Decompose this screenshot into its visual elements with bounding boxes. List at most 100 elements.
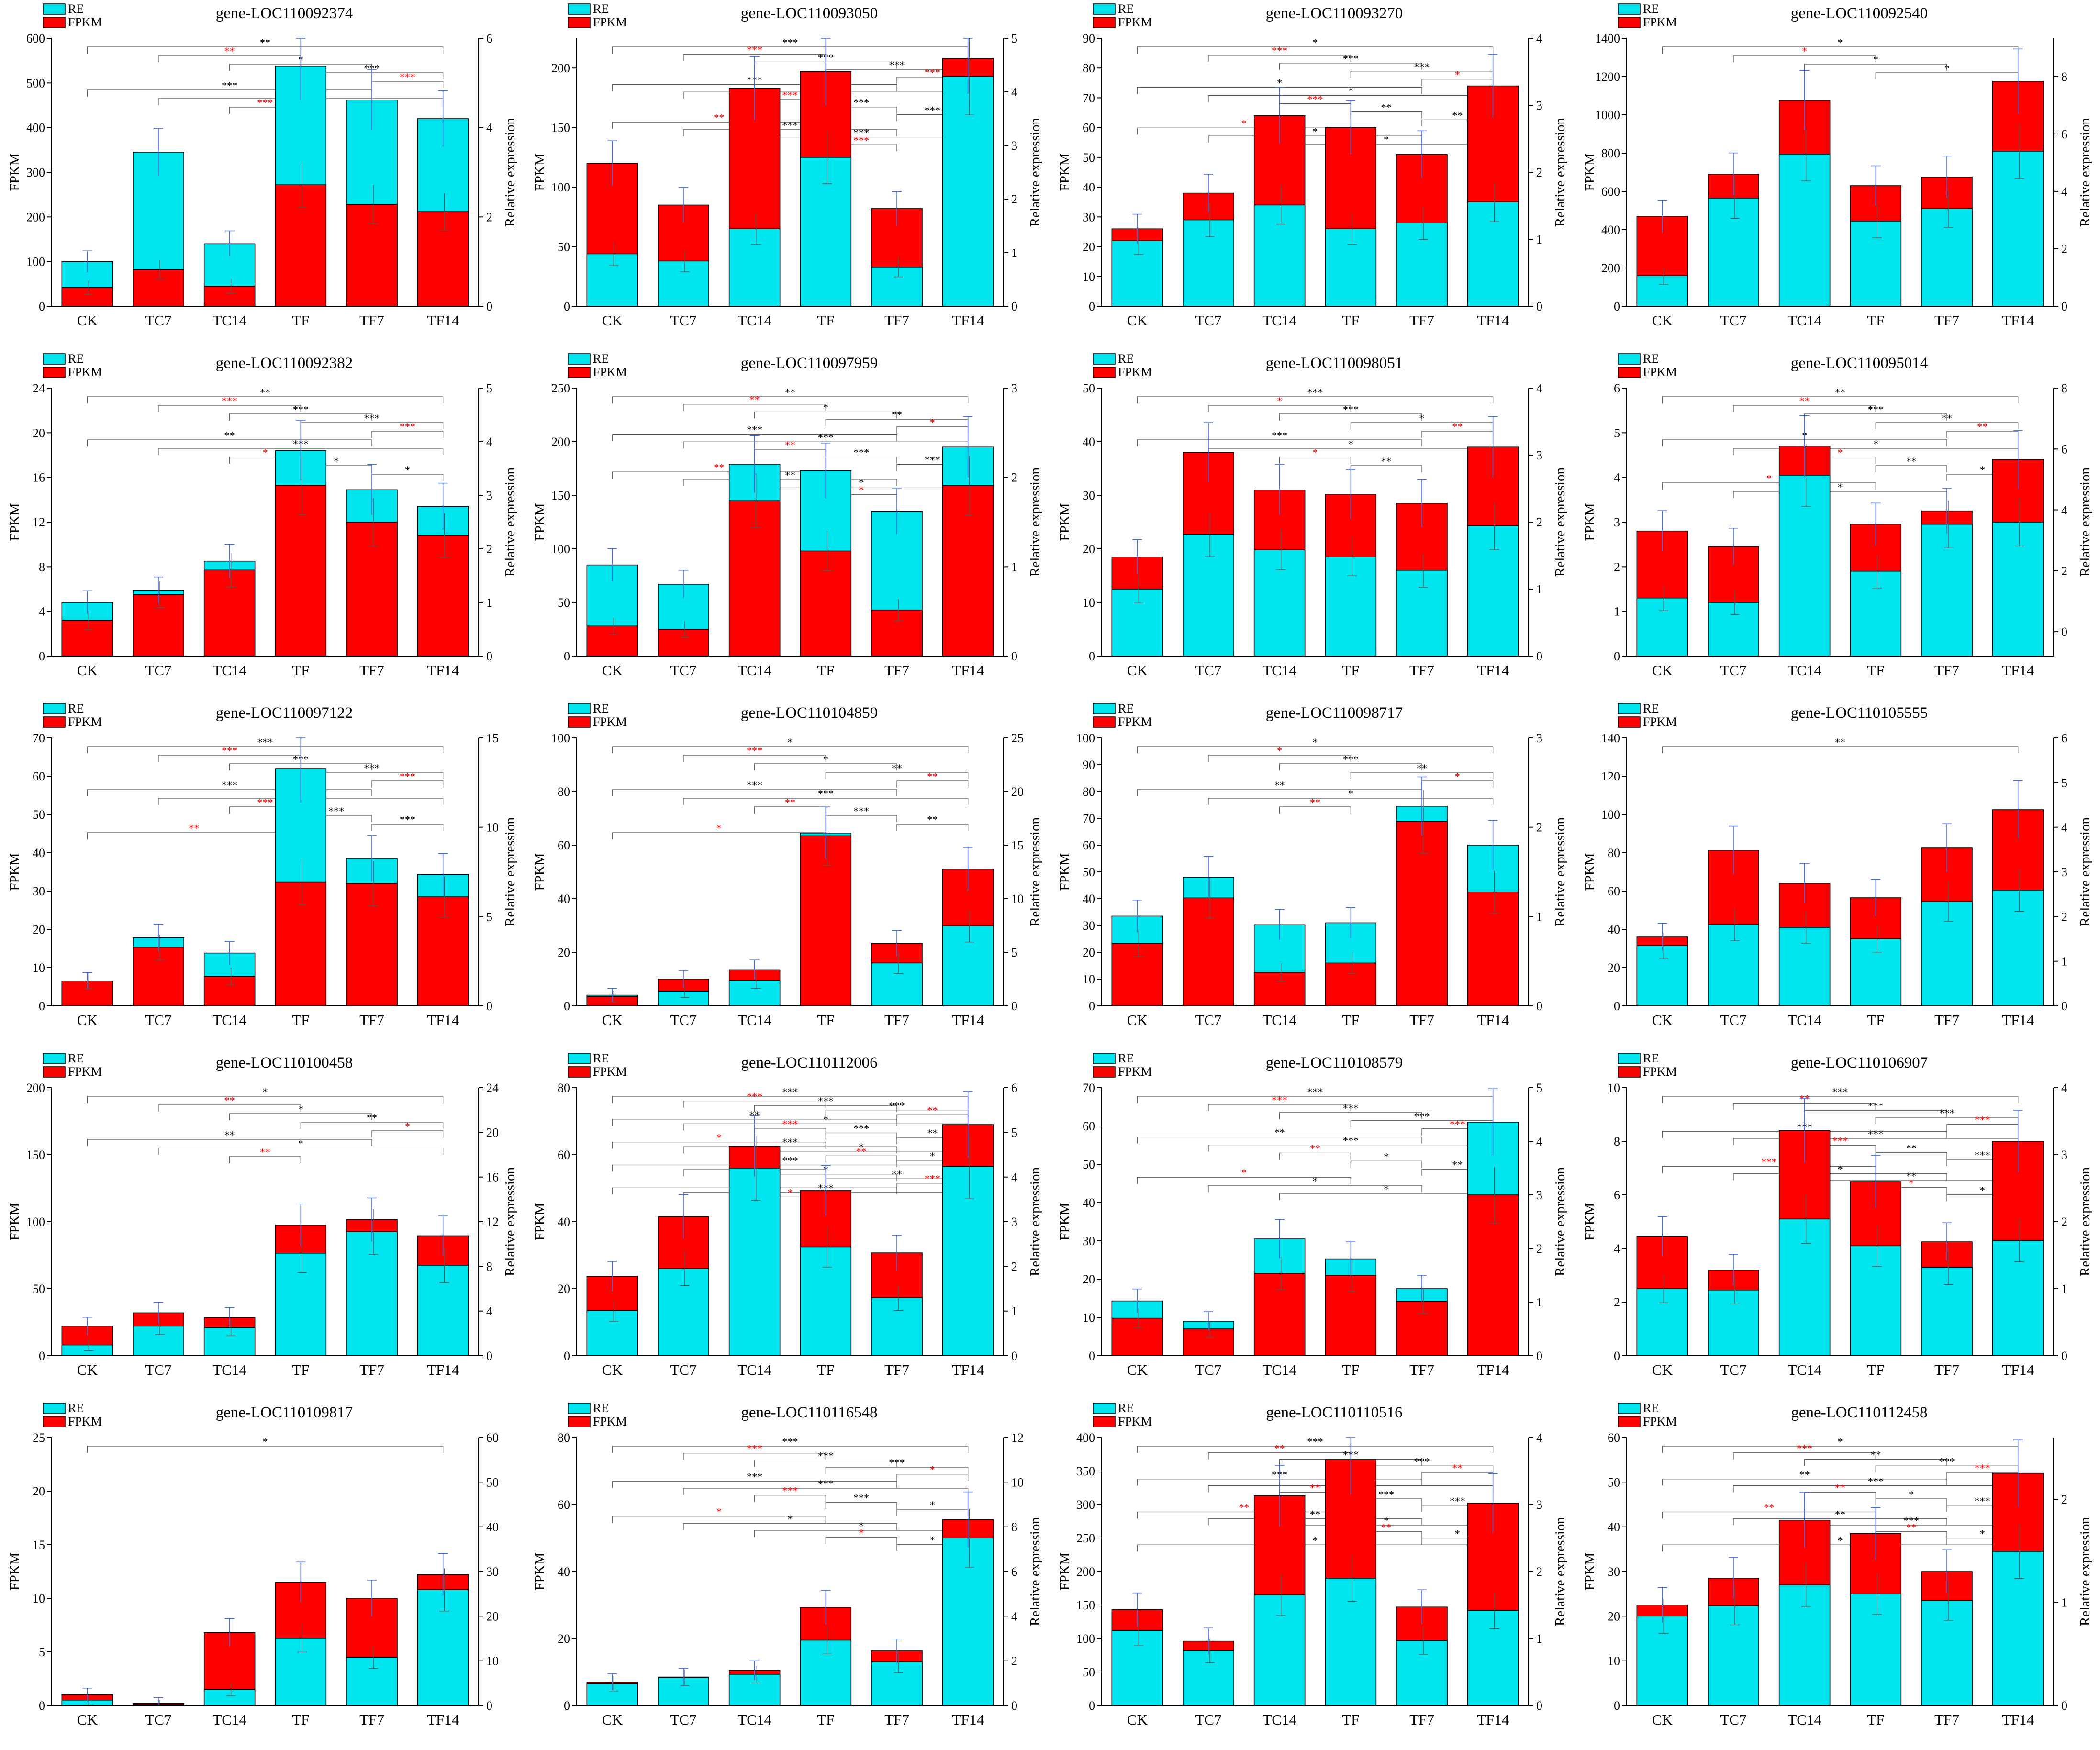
error-bar <box>1942 1549 1952 1593</box>
bar-re <box>133 1326 184 1356</box>
significance-label: *** <box>925 454 940 466</box>
y2-tick-label: 10 <box>1011 892 1024 906</box>
error-bar <box>369 185 378 224</box>
significance-bracket: *** <box>1733 1128 2019 1145</box>
error-bar <box>297 162 307 208</box>
y-tick-label: 0 <box>564 999 570 1013</box>
bracket-line <box>229 413 372 421</box>
y-tick-label: 20 <box>33 923 45 936</box>
y2-tick-label: 0 <box>1536 300 1542 313</box>
error-bar <box>964 38 974 115</box>
chart-svg: gene-LOC110110516REFPKM*****************… <box>1057 1401 1568 1728</box>
axes-frame <box>1101 1088 1529 1356</box>
y-tick-label: 70 <box>1083 812 1095 825</box>
bracket-line <box>825 1537 897 1544</box>
bar-group <box>800 1590 852 1706</box>
y2-tick-label: 4 <box>1011 1170 1017 1184</box>
y-tick-label: 120 <box>1601 769 1620 783</box>
error-bar <box>1944 881 1953 922</box>
legend-label-re: RE <box>1643 1401 1659 1415</box>
significance-label: * <box>1313 736 1318 748</box>
error-bar <box>607 988 617 1002</box>
bracket-line <box>683 479 897 486</box>
error-bar <box>2014 124 2024 179</box>
bar-re <box>275 1253 327 1356</box>
y-tick-label: 0 <box>1614 1349 1620 1363</box>
bar-re <box>942 1166 994 1356</box>
bar-group <box>1467 416 1519 657</box>
significance-bracket: ** <box>1421 421 1494 438</box>
significance-label: *** <box>782 1485 798 1497</box>
error-bar <box>1132 899 1142 933</box>
error-bar <box>822 1226 832 1268</box>
chart-svg: gene-LOC110092382REFPKM*****************… <box>7 352 518 679</box>
significance-label: *** <box>853 127 869 139</box>
bar-re <box>1253 549 1306 657</box>
x-tick-label: TC14 <box>1787 662 1821 679</box>
bar-group <box>346 1197 398 1356</box>
y-tick-label: 50 <box>1083 1665 1095 1679</box>
error-bar <box>680 1251 690 1286</box>
error-bar <box>1730 1587 1740 1626</box>
error-bar <box>1346 1241 1356 1276</box>
bar-re <box>1778 1218 1831 1356</box>
y-tick-label: 0 <box>1089 1699 1095 1713</box>
y2-tick-label: 4 <box>486 121 492 135</box>
significance-bracket: *** <box>1733 1475 2019 1493</box>
significance-bracket: ** <box>896 1104 969 1122</box>
error-bar <box>963 38 973 94</box>
x-tick-label: CK <box>602 312 623 329</box>
bar-group <box>871 1639 923 1706</box>
bar-re <box>871 267 923 307</box>
axes-frame <box>1626 738 2054 1006</box>
error-bar <box>224 230 235 257</box>
y2-tick-label: 2 <box>2061 564 2067 578</box>
error-bar <box>1489 502 1499 550</box>
x-tick-label: CK <box>77 1711 98 1728</box>
axes-frame <box>576 38 1004 307</box>
significance-bracket: ** <box>1662 736 2019 753</box>
y2-tick-label: 0 <box>1536 1349 1542 1363</box>
y2-axis-label: Relative expression <box>503 817 518 926</box>
legend-label-re: RE <box>593 352 609 366</box>
x-tick-label: TF7 <box>884 1012 909 1028</box>
x-tick-label: TF <box>1867 312 1884 329</box>
error-bar <box>1204 1627 1213 1654</box>
legend-label-re: RE <box>1118 702 1134 715</box>
x-tick-label: TC14 <box>737 662 771 679</box>
error-bar <box>751 473 761 528</box>
significance-bracket: *** <box>825 1123 897 1140</box>
y-tick-label: 40 <box>558 1565 570 1579</box>
y-tick-label: 10 <box>1083 1311 1095 1325</box>
y-tick-label: 20 <box>1083 240 1095 254</box>
error-bar <box>224 1618 235 1647</box>
significance-bracket: *** <box>1804 403 1947 421</box>
y2-tick-label: 0 <box>1536 1699 1542 1713</box>
axes-frame <box>51 1438 479 1706</box>
bracket-line <box>1875 465 1947 472</box>
error-bar <box>1417 1589 1427 1625</box>
chart-title: gene-LOC110112458 <box>1791 1404 1927 1421</box>
legend-label-fpkm: FPKM <box>1643 1065 1677 1079</box>
y-tick-label: 250 <box>551 381 570 395</box>
error-bar <box>1801 1194 1811 1244</box>
significance-label: ** <box>785 796 795 808</box>
significance-label: *** <box>222 395 237 407</box>
bar-group <box>1183 174 1234 307</box>
bar-group <box>728 435 781 657</box>
significance-label: ** <box>1977 421 1988 433</box>
significance-label: ** <box>1870 1449 1881 1461</box>
y2-tick-label: 0 <box>1536 649 1542 663</box>
significance-label: * <box>1277 77 1282 89</box>
x-tick-label: TC7 <box>145 1711 171 1728</box>
error-bar <box>821 806 831 859</box>
y-tick-label: 5 <box>39 1645 45 1659</box>
error-bar <box>296 420 306 481</box>
legend-label-fpkm: FPKM <box>68 365 102 379</box>
y2-tick-label: 1 <box>2061 1282 2067 1296</box>
significance-bracket: * <box>754 401 897 419</box>
bar-fpkm <box>203 569 256 657</box>
error-bar <box>680 985 690 998</box>
